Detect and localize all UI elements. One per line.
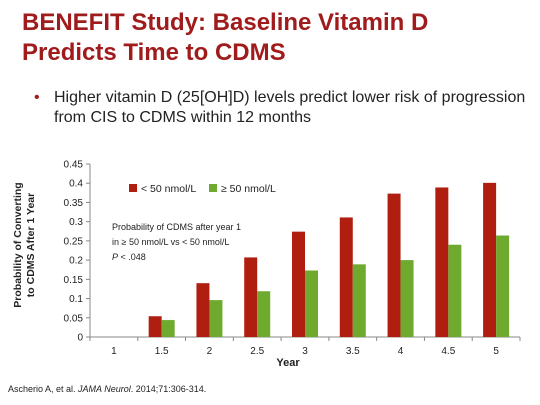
annotation-line-2: in ≥ 50 nmol/L vs < 50 nmol/L (112, 237, 229, 247)
bar-chart: Probability of Converting to CDMS After … (12, 160, 521, 369)
y-axis-label: Probability of Converting to CDMS After … (12, 182, 37, 307)
x-tick-label: 3.5 (346, 346, 360, 357)
bar-high-vitamin-d (305, 270, 318, 337)
bar-low-vitamin-d (339, 217, 353, 337)
bar-low-vitamin-d (435, 187, 449, 337)
bar-low-vitamin-d (483, 182, 497, 337)
bar-low-vitamin-d (387, 193, 401, 337)
y-tick-label: 0.45 (64, 160, 84, 171)
bar-high-vitamin-d (209, 300, 223, 337)
y-tick-label: 0.2 (69, 256, 83, 267)
legend-label-high: ≥ 50 nmol/L (221, 183, 276, 195)
x-tick-label: 2 (207, 346, 213, 357)
bars (148, 182, 510, 337)
bar-high-vitamin-d (352, 264, 366, 337)
bar-low-vitamin-d (292, 231, 305, 337)
y-tick-label: 0.15 (64, 275, 84, 286)
y-axis: 0 0.05 0.1 0.15 0.2 0.25 0.3 0.35 0.4 0.45 (64, 160, 91, 344)
annotation-line-1: Probability of CDMS after year 1 (112, 222, 241, 232)
y-tick-label: 0 (77, 333, 83, 344)
legend-label-low: < 50 nmol/L (141, 183, 196, 195)
citation-details: . 2014;71:306-314. (130, 384, 207, 394)
bar-low-vitamin-d (148, 316, 162, 337)
y-tick-label: 0.3 (69, 217, 83, 228)
x-tick-label: 3 (302, 346, 308, 357)
legend-swatch-high (209, 184, 217, 192)
x-tick-label: 1.5 (155, 346, 169, 357)
x-axis-label: Year (276, 357, 300, 369)
slide-title: BENEFIT Study: Baseline Vitamin D Predic… (22, 8, 522, 68)
y-axis-label-line-1: Probability of Converting (12, 182, 24, 307)
bar-low-vitamin-d (244, 257, 258, 337)
y-tick-label: 0.35 (64, 198, 84, 209)
legend-swatch-low (129, 184, 137, 192)
bullet-point: • Higher vitamin D (25[OH]D) levels pred… (34, 88, 526, 128)
citation-authors: Ascherio A, et al. (8, 384, 79, 394)
y-axis-label-line-2: to CDMS After 1 Year (25, 193, 37, 297)
x-axis: 1 1.5 2 2.5 3 3.5 4 4.5 5 (89, 336, 521, 357)
bullet-dot-icon: • (34, 89, 40, 106)
annotation-p-value: < .048 (118, 252, 146, 262)
bullet-text: Higher vitamin D (25[OH]D) levels predic… (54, 89, 526, 126)
y-tick-label: 0.25 (64, 236, 84, 247)
y-tick-label: 0.1 (69, 294, 83, 305)
x-tick-label: 4.5 (441, 346, 455, 357)
bar-high-vitamin-d (161, 320, 175, 337)
bar-low-vitamin-d (196, 283, 210, 337)
y-tick-label: 0.05 (64, 313, 84, 324)
x-tick-label: 4 (398, 346, 404, 357)
citation-journal: JAMA Neurol (78, 384, 131, 394)
bar-high-vitamin-d (448, 244, 462, 337)
legend: < 50 nmol/L ≥ 50 nmol/L (129, 183, 276, 195)
bar-high-vitamin-d (400, 260, 414, 337)
annotation-line-3: P < .048 (112, 252, 146, 262)
x-tick-label: 5 (493, 346, 499, 357)
annotation: Probability of CDMS after year 1 in ≥ 50… (112, 222, 241, 262)
y-tick-label: 0.4 (69, 179, 83, 190)
slide-title-line-2: Predicts Time to CDMS (22, 39, 286, 66)
bar-high-vitamin-d (257, 291, 271, 337)
bar-high-vitamin-d (496, 235, 510, 337)
x-tick-label: 2.5 (250, 346, 264, 357)
x-tick-label: 1 (111, 346, 117, 357)
slide-title-line-1: BENEFIT Study: Baseline Vitamin D (22, 9, 429, 36)
annotation-p-italic: P (112, 252, 118, 262)
citation: Ascherio A, et al. JAMA Neurol. 2014;71:… (8, 384, 206, 394)
